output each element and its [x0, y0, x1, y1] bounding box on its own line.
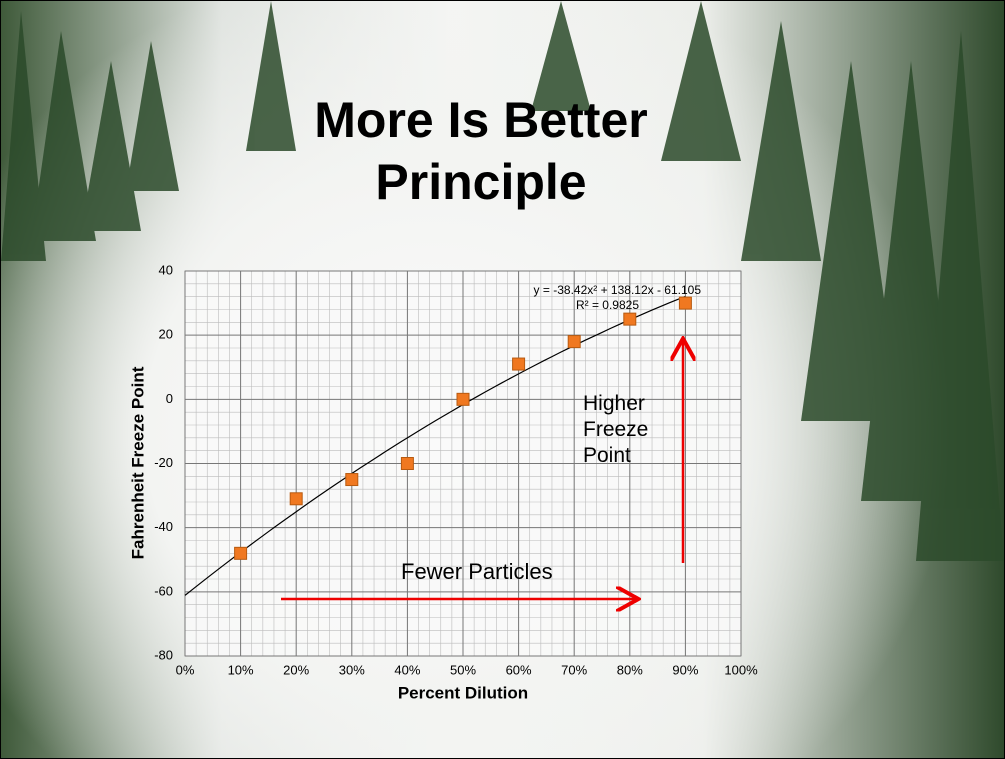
y-tick-label: 40: [159, 262, 173, 277]
data-point: [235, 547, 247, 559]
x-axis-label: Percent Dilution: [398, 683, 528, 702]
data-point: [457, 393, 469, 405]
x-tick-label: 30%: [339, 662, 365, 677]
y-axis-label: Fahrenheit Freeze Point: [128, 366, 147, 559]
x-tick-label: 20%: [283, 662, 309, 677]
annotation: Fewer Particles: [401, 559, 553, 585]
x-tick-label: 60%: [506, 662, 532, 677]
data-point: [568, 336, 580, 348]
data-point: [401, 458, 413, 470]
data-point: [513, 358, 525, 370]
x-tick-label: 80%: [617, 662, 643, 677]
x-tick-label: 100%: [724, 662, 758, 677]
y-tick-label: 20: [159, 327, 173, 342]
y-tick-label: -60: [154, 583, 173, 598]
x-tick-label: 0%: [176, 662, 195, 677]
trendline-r-squared: R² = 0.9825: [576, 298, 639, 312]
data-point: [346, 474, 358, 486]
slide: Percent Dilution Fahrenheit Freeze Point…: [0, 0, 1005, 759]
y-tick-label: 0: [166, 391, 173, 406]
data-point: [290, 493, 302, 505]
x-tick-label: 10%: [228, 662, 254, 677]
data-point: [679, 297, 691, 309]
y-tick-label: -80: [154, 647, 173, 662]
annotation: Higher Freeze Point: [583, 391, 673, 469]
x-tick-label: 50%: [450, 662, 476, 677]
x-tick-label: 40%: [394, 662, 420, 677]
x-tick-label: 70%: [561, 662, 587, 677]
slide-title: More Is Better Principle: [271, 89, 691, 213]
y-tick-label: -40: [154, 519, 173, 534]
y-tick-label: -20: [154, 455, 173, 470]
trendline-equation: y = -38.42x² + 138.12x - 61.105: [534, 283, 702, 297]
x-tick-label: 90%: [672, 662, 698, 677]
data-point: [624, 313, 636, 325]
